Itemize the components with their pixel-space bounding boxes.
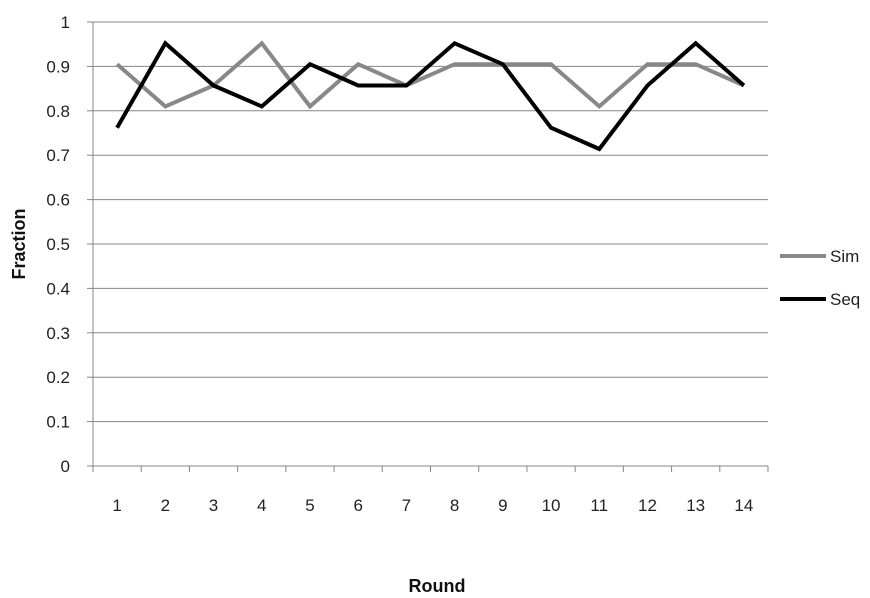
data-point-sim	[356, 62, 360, 66]
y-tick-label: 0.4	[46, 279, 70, 298]
data-point-seq	[404, 83, 408, 87]
data-point-seq	[597, 147, 601, 151]
data-point-seq	[212, 83, 216, 87]
data-point-seq	[501, 62, 505, 66]
data-point-sim	[453, 62, 457, 66]
x-tick-label: 1	[112, 496, 121, 515]
data-point-sim	[597, 104, 601, 108]
x-tick-label: 6	[353, 496, 362, 515]
data-point-sim	[163, 104, 167, 108]
x-tick-label: 9	[498, 496, 507, 515]
legend-label-seq: Seq	[830, 290, 860, 309]
x-tick-label: 4	[257, 496, 266, 515]
x-tick-label: 3	[209, 496, 218, 515]
data-point-sim	[308, 104, 312, 108]
x-tick-label: 2	[161, 496, 170, 515]
data-point-seq	[115, 126, 119, 130]
y-tick-label: 0.9	[46, 57, 70, 76]
axes	[87, 21, 769, 472]
data-point-seq	[163, 41, 167, 45]
series-line-seq	[115, 40, 746, 152]
y-tick-label: 0.5	[46, 235, 70, 254]
x-tick-label: 5	[305, 496, 314, 515]
y-tick-label: 1	[61, 13, 70, 32]
data-point-sim	[115, 62, 119, 66]
y-tick-label: 0.2	[46, 368, 70, 387]
gridlines	[93, 21, 768, 423]
y-tick-label: 0.7	[46, 146, 70, 165]
x-axis-title: Round	[409, 576, 466, 596]
legend-label-sim: Sim	[830, 247, 859, 266]
y-tick-label: 0.6	[46, 191, 70, 210]
x-tick-label: 7	[402, 496, 411, 515]
y-tick-label: 0.3	[46, 324, 70, 343]
y-tick-labels: 0 0.1 0.2 0.3 0.4 0.5 0.6 0.7 0.8 0.9 1	[46, 13, 70, 476]
x-tick-label: 14	[734, 496, 753, 515]
x-tick-label: 10	[542, 496, 561, 515]
data-point-seq	[694, 41, 698, 45]
data-point-seq	[356, 83, 360, 87]
y-tick-label: 0.8	[46, 102, 70, 121]
data-point-sim	[549, 62, 553, 66]
data-point-sim	[645, 62, 649, 66]
y-tick-label: 0	[61, 457, 70, 476]
x-tick-label: 11	[590, 496, 608, 515]
data-point-seq	[645, 83, 649, 87]
series-lines	[115, 40, 746, 152]
data-point-seq	[308, 62, 312, 66]
x-tick-label: 8	[450, 496, 459, 515]
y-tick-label: 0.1	[46, 413, 70, 432]
y-axis-title: Fraction	[9, 208, 29, 279]
series-line-sim	[115, 40, 745, 110]
data-point-sim	[694, 62, 698, 66]
data-point-sim	[260, 41, 264, 45]
data-point-seq	[453, 41, 457, 45]
legend: Sim Seq	[780, 247, 860, 309]
data-point-seq	[549, 126, 553, 130]
data-point-seq	[742, 83, 746, 87]
x-tick-label: 12	[638, 496, 657, 515]
x-tick-labels: 1 2 3 4 5 6 7 8 9 10 11 12 13 14	[112, 496, 753, 515]
data-point-seq	[260, 104, 264, 108]
x-tick-label: 13	[686, 496, 705, 515]
